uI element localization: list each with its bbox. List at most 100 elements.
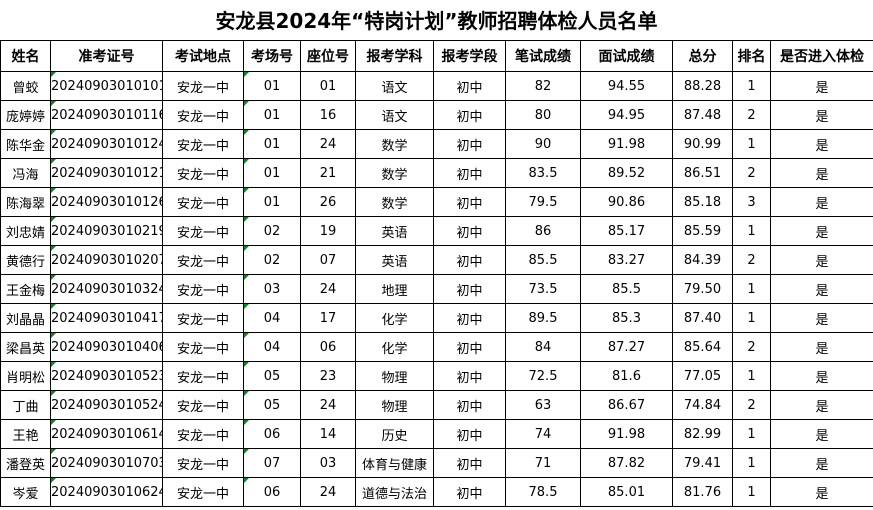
table-cell[interactable]: 安龙一中 bbox=[162, 129, 244, 159]
table-cell[interactable]: 20240903010124 bbox=[50, 129, 163, 159]
table-cell[interactable]: 86.51 bbox=[672, 158, 733, 188]
table-cell[interactable]: 20240903010121 bbox=[50, 158, 163, 188]
table-cell[interactable]: 1 bbox=[732, 361, 771, 391]
table-cell[interactable]: 85.18 bbox=[672, 187, 733, 217]
table-cell[interactable]: 是 bbox=[770, 100, 873, 130]
table-cell[interactable]: 82 bbox=[505, 71, 581, 101]
table-cell[interactable]: 24 bbox=[300, 129, 356, 159]
table-cell[interactable]: 94.95 bbox=[580, 100, 673, 130]
table-cell[interactable]: 数学 bbox=[355, 158, 434, 188]
table-cell[interactable]: 初中 bbox=[433, 448, 506, 478]
table-cell[interactable]: 化学 bbox=[355, 303, 434, 333]
table-cell[interactable]: 是 bbox=[770, 448, 873, 478]
table-cell[interactable]: 安龙一中 bbox=[162, 274, 244, 304]
table-cell[interactable]: 安龙一中 bbox=[162, 361, 244, 391]
table-cell[interactable]: 20240903010101 bbox=[50, 71, 163, 101]
table-cell[interactable]: 20240903010523 bbox=[50, 361, 163, 391]
table-cell[interactable]: 20240903010406 bbox=[50, 332, 163, 362]
table-cell[interactable]: 物理 bbox=[355, 390, 434, 420]
table-cell[interactable]: 1 bbox=[732, 303, 771, 333]
table-cell[interactable]: 16 bbox=[300, 100, 356, 130]
table-cell[interactable]: 01 bbox=[300, 71, 356, 101]
table-cell[interactable]: 是 bbox=[770, 245, 873, 275]
table-cell[interactable]: 90.99 bbox=[672, 129, 733, 159]
table-cell[interactable]: 体育与健康 bbox=[355, 448, 434, 478]
table-cell[interactable]: 91.98 bbox=[580, 419, 673, 449]
table-cell[interactable]: 81.76 bbox=[672, 477, 733, 507]
table-cell[interactable]: 07 bbox=[300, 245, 356, 275]
table-cell[interactable]: 冯海 bbox=[0, 158, 51, 188]
table-cell[interactable]: 陈华金 bbox=[0, 129, 51, 159]
table-cell[interactable]: 19 bbox=[300, 216, 356, 246]
table-cell[interactable]: 83.5 bbox=[505, 158, 581, 188]
table-cell[interactable]: 刘晶晶 bbox=[0, 303, 51, 333]
table-cell[interactable]: 05 bbox=[243, 390, 301, 420]
table-cell[interactable]: 26 bbox=[300, 187, 356, 217]
table-cell[interactable]: 79.41 bbox=[672, 448, 733, 478]
table-cell[interactable]: 初中 bbox=[433, 71, 506, 101]
table-cell[interactable]: 安龙一中 bbox=[162, 158, 244, 188]
table-cell[interactable]: 01 bbox=[243, 158, 301, 188]
table-cell[interactable]: 81.6 bbox=[580, 361, 673, 391]
table-cell[interactable]: 85.59 bbox=[672, 216, 733, 246]
table-cell[interactable]: 3 bbox=[732, 187, 771, 217]
table-cell[interactable]: 安龙一中 bbox=[162, 303, 244, 333]
table-cell[interactable]: 岑爱 bbox=[0, 477, 51, 507]
table-cell[interactable]: 英语 bbox=[355, 216, 434, 246]
table-cell[interactable]: 89.5 bbox=[505, 303, 581, 333]
table-cell[interactable]: 1 bbox=[732, 477, 771, 507]
table-cell[interactable]: 安龙一中 bbox=[162, 216, 244, 246]
table-cell[interactable]: 20240903010219 bbox=[50, 216, 163, 246]
table-cell[interactable]: 87.48 bbox=[672, 100, 733, 130]
table-cell[interactable]: 20240903010417 bbox=[50, 303, 163, 333]
table-cell[interactable]: 17 bbox=[300, 303, 356, 333]
table-cell[interactable]: 初中 bbox=[433, 477, 506, 507]
table-cell[interactable]: 陈海翠 bbox=[0, 187, 51, 217]
table-cell[interactable]: 14 bbox=[300, 419, 356, 449]
table-cell[interactable]: 安龙一中 bbox=[162, 71, 244, 101]
table-cell[interactable]: 2 bbox=[732, 100, 771, 130]
table-cell[interactable]: 89.52 bbox=[580, 158, 673, 188]
table-cell[interactable]: 01 bbox=[243, 100, 301, 130]
table-cell[interactable]: 安龙一中 bbox=[162, 419, 244, 449]
table-cell[interactable]: 20240903010524 bbox=[50, 390, 163, 420]
table-cell[interactable]: 20240903010116 bbox=[50, 100, 163, 130]
table-cell[interactable]: 02 bbox=[243, 245, 301, 275]
table-cell[interactable]: 06 bbox=[300, 332, 356, 362]
table-cell[interactable]: 71 bbox=[505, 448, 581, 478]
table-cell[interactable]: 90.86 bbox=[580, 187, 673, 217]
table-cell[interactable]: 英语 bbox=[355, 245, 434, 275]
table-cell[interactable]: 84.39 bbox=[672, 245, 733, 275]
table-cell[interactable]: 刘忠婧 bbox=[0, 216, 51, 246]
table-cell[interactable]: 74 bbox=[505, 419, 581, 449]
table-cell[interactable]: 83.27 bbox=[580, 245, 673, 275]
table-cell[interactable]: 74.84 bbox=[672, 390, 733, 420]
table-cell[interactable]: 85.3 bbox=[580, 303, 673, 333]
table-cell[interactable]: 数学 bbox=[355, 129, 434, 159]
table-cell[interactable]: 1 bbox=[732, 419, 771, 449]
table-cell[interactable]: 20240903010126 bbox=[50, 187, 163, 217]
table-cell[interactable]: 安龙一中 bbox=[162, 100, 244, 130]
table-cell[interactable]: 01 bbox=[243, 187, 301, 217]
table-cell[interactable]: 01 bbox=[243, 71, 301, 101]
table-cell[interactable]: 地理 bbox=[355, 274, 434, 304]
table-cell[interactable]: 是 bbox=[770, 419, 873, 449]
table-cell[interactable]: 23 bbox=[300, 361, 356, 391]
table-cell[interactable]: 07 bbox=[243, 448, 301, 478]
table-cell[interactable]: 86 bbox=[505, 216, 581, 246]
table-cell[interactable]: 82.99 bbox=[672, 419, 733, 449]
table-cell[interactable]: 初中 bbox=[433, 187, 506, 217]
table-cell[interactable]: 潘登英 bbox=[0, 448, 51, 478]
table-cell[interactable]: 曾蛟 bbox=[0, 71, 51, 101]
table-cell[interactable]: 初中 bbox=[433, 303, 506, 333]
table-cell[interactable]: 初中 bbox=[433, 274, 506, 304]
table-cell[interactable]: 初中 bbox=[433, 361, 506, 391]
table-cell[interactable]: 04 bbox=[243, 332, 301, 362]
table-cell[interactable]: 历史 bbox=[355, 419, 434, 449]
table-cell[interactable]: 肖明松 bbox=[0, 361, 51, 391]
table-cell[interactable]: 安龙一中 bbox=[162, 245, 244, 275]
table-cell[interactable]: 2 bbox=[732, 390, 771, 420]
table-cell[interactable]: 数学 bbox=[355, 187, 434, 217]
table-cell[interactable]: 道德与法治 bbox=[355, 477, 434, 507]
table-cell[interactable]: 是 bbox=[770, 71, 873, 101]
